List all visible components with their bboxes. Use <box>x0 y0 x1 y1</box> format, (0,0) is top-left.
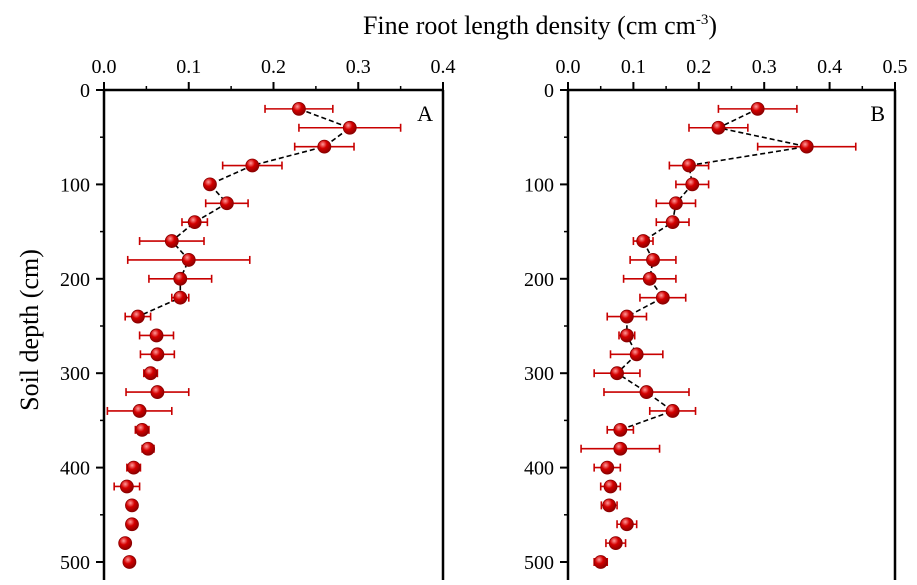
panel-b-y-tick-label: 0 <box>544 80 554 102</box>
panel-a-y-tick-label: 200 <box>60 269 90 291</box>
panel-b-y-tick-label: 300 <box>524 363 554 385</box>
panel-b-x-tick-label: 0.1 <box>621 56 646 78</box>
panel-a-data-point <box>173 290 188 305</box>
panel-a-x-tick-label: 0.1 <box>176 56 201 78</box>
panel-b-y-tick-label: 200 <box>524 269 554 291</box>
panel-b-x-tick-label: 0.3 <box>752 56 777 78</box>
panel-a-data-point <box>150 347 165 362</box>
panel-b-connecting-line <box>615 108 807 431</box>
x-axis-title: Fine root length density (cm cm-3) <box>363 11 717 40</box>
panel-b-label: B <box>870 101 885 126</box>
panel-b-data-point <box>593 555 608 569</box>
panel-a-data-point <box>130 309 145 324</box>
panel-b-data-point <box>750 101 765 116</box>
panel-a-data-point <box>187 215 202 230</box>
panel-b-y-tick-label: 500 <box>524 552 554 574</box>
panel-b-data-point <box>613 441 628 456</box>
panel-b-data-point <box>669 196 683 211</box>
panel-a-data-point <box>150 385 165 399</box>
panel-a-y-tick-label: 400 <box>60 458 90 480</box>
panel-a-data-point <box>118 536 133 551</box>
panel-a-data-point <box>245 158 260 173</box>
panel-b-y-tick-label: 100 <box>524 174 554 196</box>
panel-b-y-tick-label: 400 <box>524 458 554 480</box>
panel-b-data-point <box>711 120 726 135</box>
panel-b-x-tick-label: 0.5 <box>883 56 908 78</box>
panel-a-y-tick-label: 500 <box>60 552 90 574</box>
panel-b-data-point <box>619 517 634 532</box>
panel-a-data-point <box>125 498 139 513</box>
panel-b-data-point <box>682 158 696 173</box>
panel-b: 0.0 0.1 0.2 0.3 0.4 0.5 0 100 200 300 400 500 B <box>524 56 908 580</box>
panel-a-x-tick-label: 0.3 <box>346 56 371 78</box>
panel-a-connecting-line <box>137 108 352 318</box>
panel-b-data-point <box>608 536 623 551</box>
panel-a-label: A <box>417 101 433 126</box>
panel-a-data-point <box>126 460 141 475</box>
panel-b-data-point <box>665 215 680 230</box>
panel-a-data-point <box>342 120 357 135</box>
panel-a-y-tick-label: 100 <box>60 174 90 196</box>
panel-b-data-point <box>646 253 660 267</box>
panel-a-x-tick-label: 0.0 <box>92 56 117 78</box>
x-axis-title-main: Fine root length density (cm cm <box>363 11 696 40</box>
panel-a-data-point <box>219 196 234 211</box>
panel-b-data-point <box>642 271 657 286</box>
panel-b-data-point <box>629 347 644 362</box>
panel-a-data-point <box>143 366 158 381</box>
y-axis-title: Soil depth (cm) <box>15 249 44 411</box>
panel-a-data-point <box>149 328 164 343</box>
panel-a-data-point <box>119 479 134 494</box>
panel-b-data-point <box>603 479 618 494</box>
panel-b-data-point <box>636 234 651 248</box>
x-axis-title-end: ) <box>708 11 717 40</box>
panel-b-data-point <box>610 366 624 381</box>
panel-a-x-tick-label: 0.4 <box>431 56 456 78</box>
panel-a-data-point <box>173 271 188 286</box>
panel-b-data-point <box>685 177 700 192</box>
panel-a-y-tick-label: 0 <box>80 80 90 102</box>
panel-a-x-tick-label: 0.2 <box>261 56 286 78</box>
panel-b-x-tick-label: 0.0 <box>556 56 581 78</box>
panel-a-data-point <box>181 253 196 267</box>
panel-a-data-point <box>317 139 332 154</box>
panel-b-x-tick-label: 0.4 <box>817 56 842 78</box>
panel-a: 0.0 0.1 0.2 0.3 0.4 0 100 200 300 400 500 A <box>60 56 456 580</box>
panel-b-data-point <box>799 139 814 154</box>
panel-b-data-point <box>600 460 615 475</box>
panel-b-data-point <box>665 404 680 418</box>
panel-b-x-tick-label: 0.2 <box>686 56 711 78</box>
panel-a-data-point <box>132 404 147 418</box>
panel-b-data-point <box>602 498 617 513</box>
panel-a-data-point <box>125 517 139 532</box>
panel-a-data-point <box>135 422 150 437</box>
panel-b-data-point <box>639 385 654 399</box>
panel-a-data-point <box>141 441 155 456</box>
panel-a-data-point <box>203 177 217 192</box>
panel-b-data-point <box>613 422 628 437</box>
panel-b-data-point <box>619 328 634 343</box>
panel-a-data-point <box>122 555 137 569</box>
panel-a-y-tick-label: 300 <box>60 363 90 385</box>
panel-a-data-point <box>292 101 306 116</box>
panel-a-data-point <box>164 234 179 248</box>
panel-b-data-point <box>619 309 634 324</box>
x-axis-title-sup: -3 <box>696 12 709 28</box>
panel-b-data-point <box>655 290 670 305</box>
